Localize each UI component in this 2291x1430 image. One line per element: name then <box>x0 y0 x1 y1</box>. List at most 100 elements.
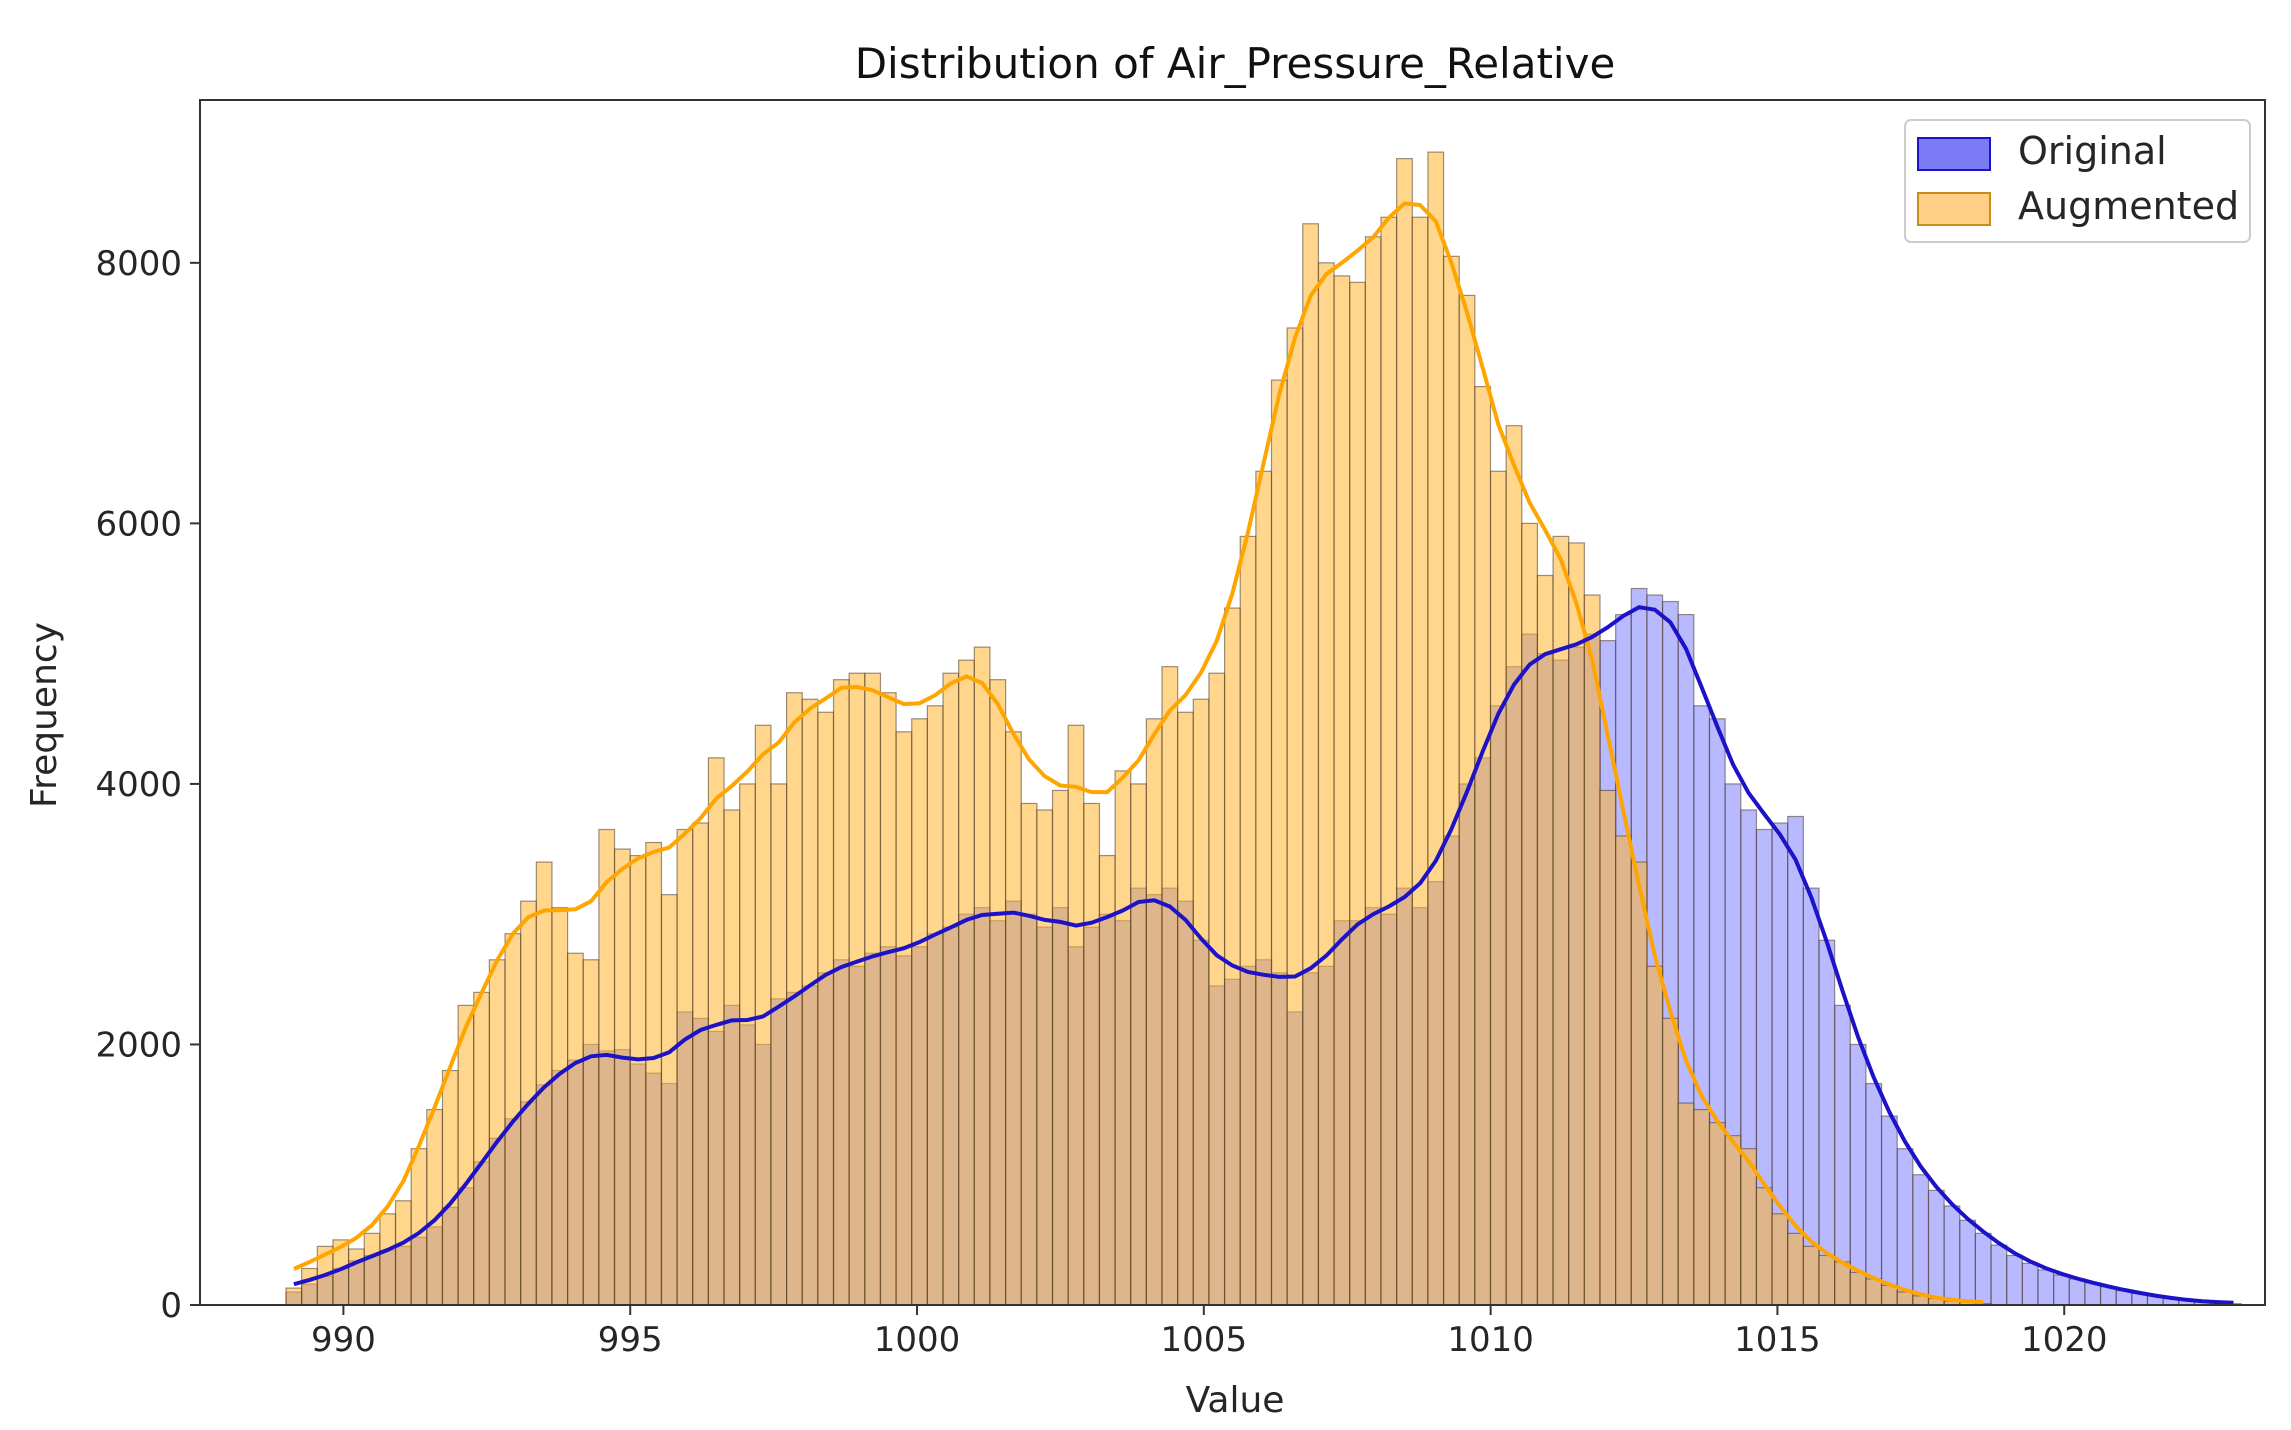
augmented-bar <box>1239 535 1257 1306</box>
augmented-bar <box>1067 724 1085 1306</box>
augmented-bar <box>1192 698 1210 1306</box>
augmented-bar <box>1771 1213 1789 1306</box>
x-tick-label: 1005 <box>1161 1320 1248 1360</box>
x-axis-label: Value <box>1186 1380 1285 1421</box>
augmented-bar <box>1208 672 1226 1306</box>
augmented-bar <box>473 991 490 1306</box>
original-bar <box>1896 1148 1914 1306</box>
augmented-bar <box>1536 574 1554 1306</box>
chart-title: Distribution of Air_Pressure_Relative <box>855 39 1616 88</box>
augmented-bar <box>1004 731 1022 1306</box>
augmented-bars <box>285 151 1992 1306</box>
augmented-bar <box>1255 470 1273 1306</box>
augmented-bar <box>1787 1232 1804 1306</box>
original-bar <box>2068 1278 2086 1306</box>
y-tick-label: 4000 <box>95 765 182 805</box>
augmented-bar <box>598 828 616 1306</box>
augmented-bar <box>879 692 897 1306</box>
x-axis: 990 995 1000 1005 1010 1015 1020 <box>311 1305 2108 1360</box>
original-bar <box>1880 1115 1898 1306</box>
plot-frame <box>199 99 2266 1306</box>
augmented-bar <box>1317 262 1335 1306</box>
augmented-bar <box>426 1108 444 1306</box>
x-tick-label: 1000 <box>874 1320 961 1360</box>
legend-label-augmented: Augmented <box>2018 184 2239 228</box>
augmented-bar <box>285 1287 303 1306</box>
augmented-bar <box>1896 1291 1914 1306</box>
augmented-bar <box>832 679 850 1306</box>
augmented-bar <box>645 841 663 1306</box>
augmented-bar <box>1505 425 1523 1306</box>
original-bar <box>2006 1254 2023 1306</box>
augmented-bar <box>441 1069 459 1306</box>
augmented-bar <box>1130 783 1147 1306</box>
y-axis-label: Frequency <box>24 622 65 808</box>
augmented-bar <box>1223 607 1241 1306</box>
augmented-bar <box>1380 216 1398 1306</box>
x-tick-label: 1020 <box>2021 1320 2108 1360</box>
y-tick-label: 8000 <box>95 244 182 284</box>
y-tick-label: 2000 <box>95 1025 182 1065</box>
augmented-bar <box>1865 1278 1883 1306</box>
augmented-bar <box>707 757 725 1306</box>
original-bar <box>1959 1219 1977 1306</box>
augmented-bar <box>1677 1102 1695 1306</box>
original-bar <box>2053 1274 2070 1306</box>
legend-frame <box>1904 119 2251 243</box>
augmented-bar <box>848 672 866 1306</box>
augmented-kde-line <box>293 201 1984 1305</box>
augmented-bar <box>1568 542 1585 1306</box>
augmented-bar <box>1364 236 1382 1306</box>
original-bar <box>1974 1232 1992 1306</box>
augmented-bar <box>1693 1108 1711 1306</box>
augmented-bar <box>1098 854 1116 1306</box>
augmented-bar <box>1051 789 1069 1306</box>
augmented-bar <box>1630 861 1648 1306</box>
augmented-bar <box>1411 216 1429 1306</box>
augmented-bar <box>567 952 584 1306</box>
legend-swatch-augmented <box>1917 192 1991 226</box>
augmented-bar <box>348 1248 365 1306</box>
legend-swatch-original <box>1917 137 1991 171</box>
augmented-bar <box>629 854 647 1306</box>
augmented-bar <box>1396 158 1413 1306</box>
legend-label-original: Original <box>2018 129 2167 173</box>
augmented-bar <box>1849 1271 1867 1306</box>
augmented-bar <box>1286 327 1304 1306</box>
original-bar <box>1912 1174 1930 1306</box>
augmented-bar <box>1161 666 1179 1306</box>
augmented-bar <box>1755 1187 1773 1306</box>
x-tick-label: 990 <box>311 1320 376 1360</box>
x-tick-label: 1010 <box>1447 1320 1534 1360</box>
augmented-bar <box>942 672 960 1306</box>
y-axis: 0 2000 4000 6000 8000 <box>95 244 200 1326</box>
augmented-bar <box>1427 151 1445 1306</box>
augmented-bar <box>1834 1261 1851 1306</box>
legend: Original Augmented <box>1904 119 2251 243</box>
augmented-bar <box>1114 770 1132 1306</box>
augmented-bar <box>1583 594 1601 1306</box>
augmented-bar <box>1724 1135 1742 1306</box>
augmented-bar <box>1333 275 1351 1306</box>
augmented-bar <box>1145 718 1163 1306</box>
augmented-bar <box>1521 522 1539 1306</box>
augmented-bar <box>1083 802 1101 1306</box>
augmented-bar <box>676 828 694 1306</box>
x-tick-label: 995 <box>598 1320 663 1360</box>
augmented-bar <box>739 783 756 1306</box>
augmented-bar <box>1489 470 1507 1306</box>
augmented-bar <box>1708 1122 1726 1306</box>
augmented-bar <box>770 783 788 1306</box>
augmented-bar <box>1818 1254 1836 1306</box>
original-bar <box>1927 1189 1945 1306</box>
augmented-bar <box>1599 789 1617 1306</box>
augmented-bar <box>1177 711 1194 1306</box>
augmented-bar <box>582 959 600 1306</box>
augmented-bar <box>1302 223 1320 1306</box>
augmented-bar <box>1442 255 1460 1306</box>
augmented-bar <box>1661 1017 1679 1306</box>
augmented-bar <box>363 1232 381 1306</box>
augmented-bar <box>1270 379 1288 1306</box>
augmented-bar <box>301 1267 318 1306</box>
augmented-bar <box>1036 809 1054 1306</box>
